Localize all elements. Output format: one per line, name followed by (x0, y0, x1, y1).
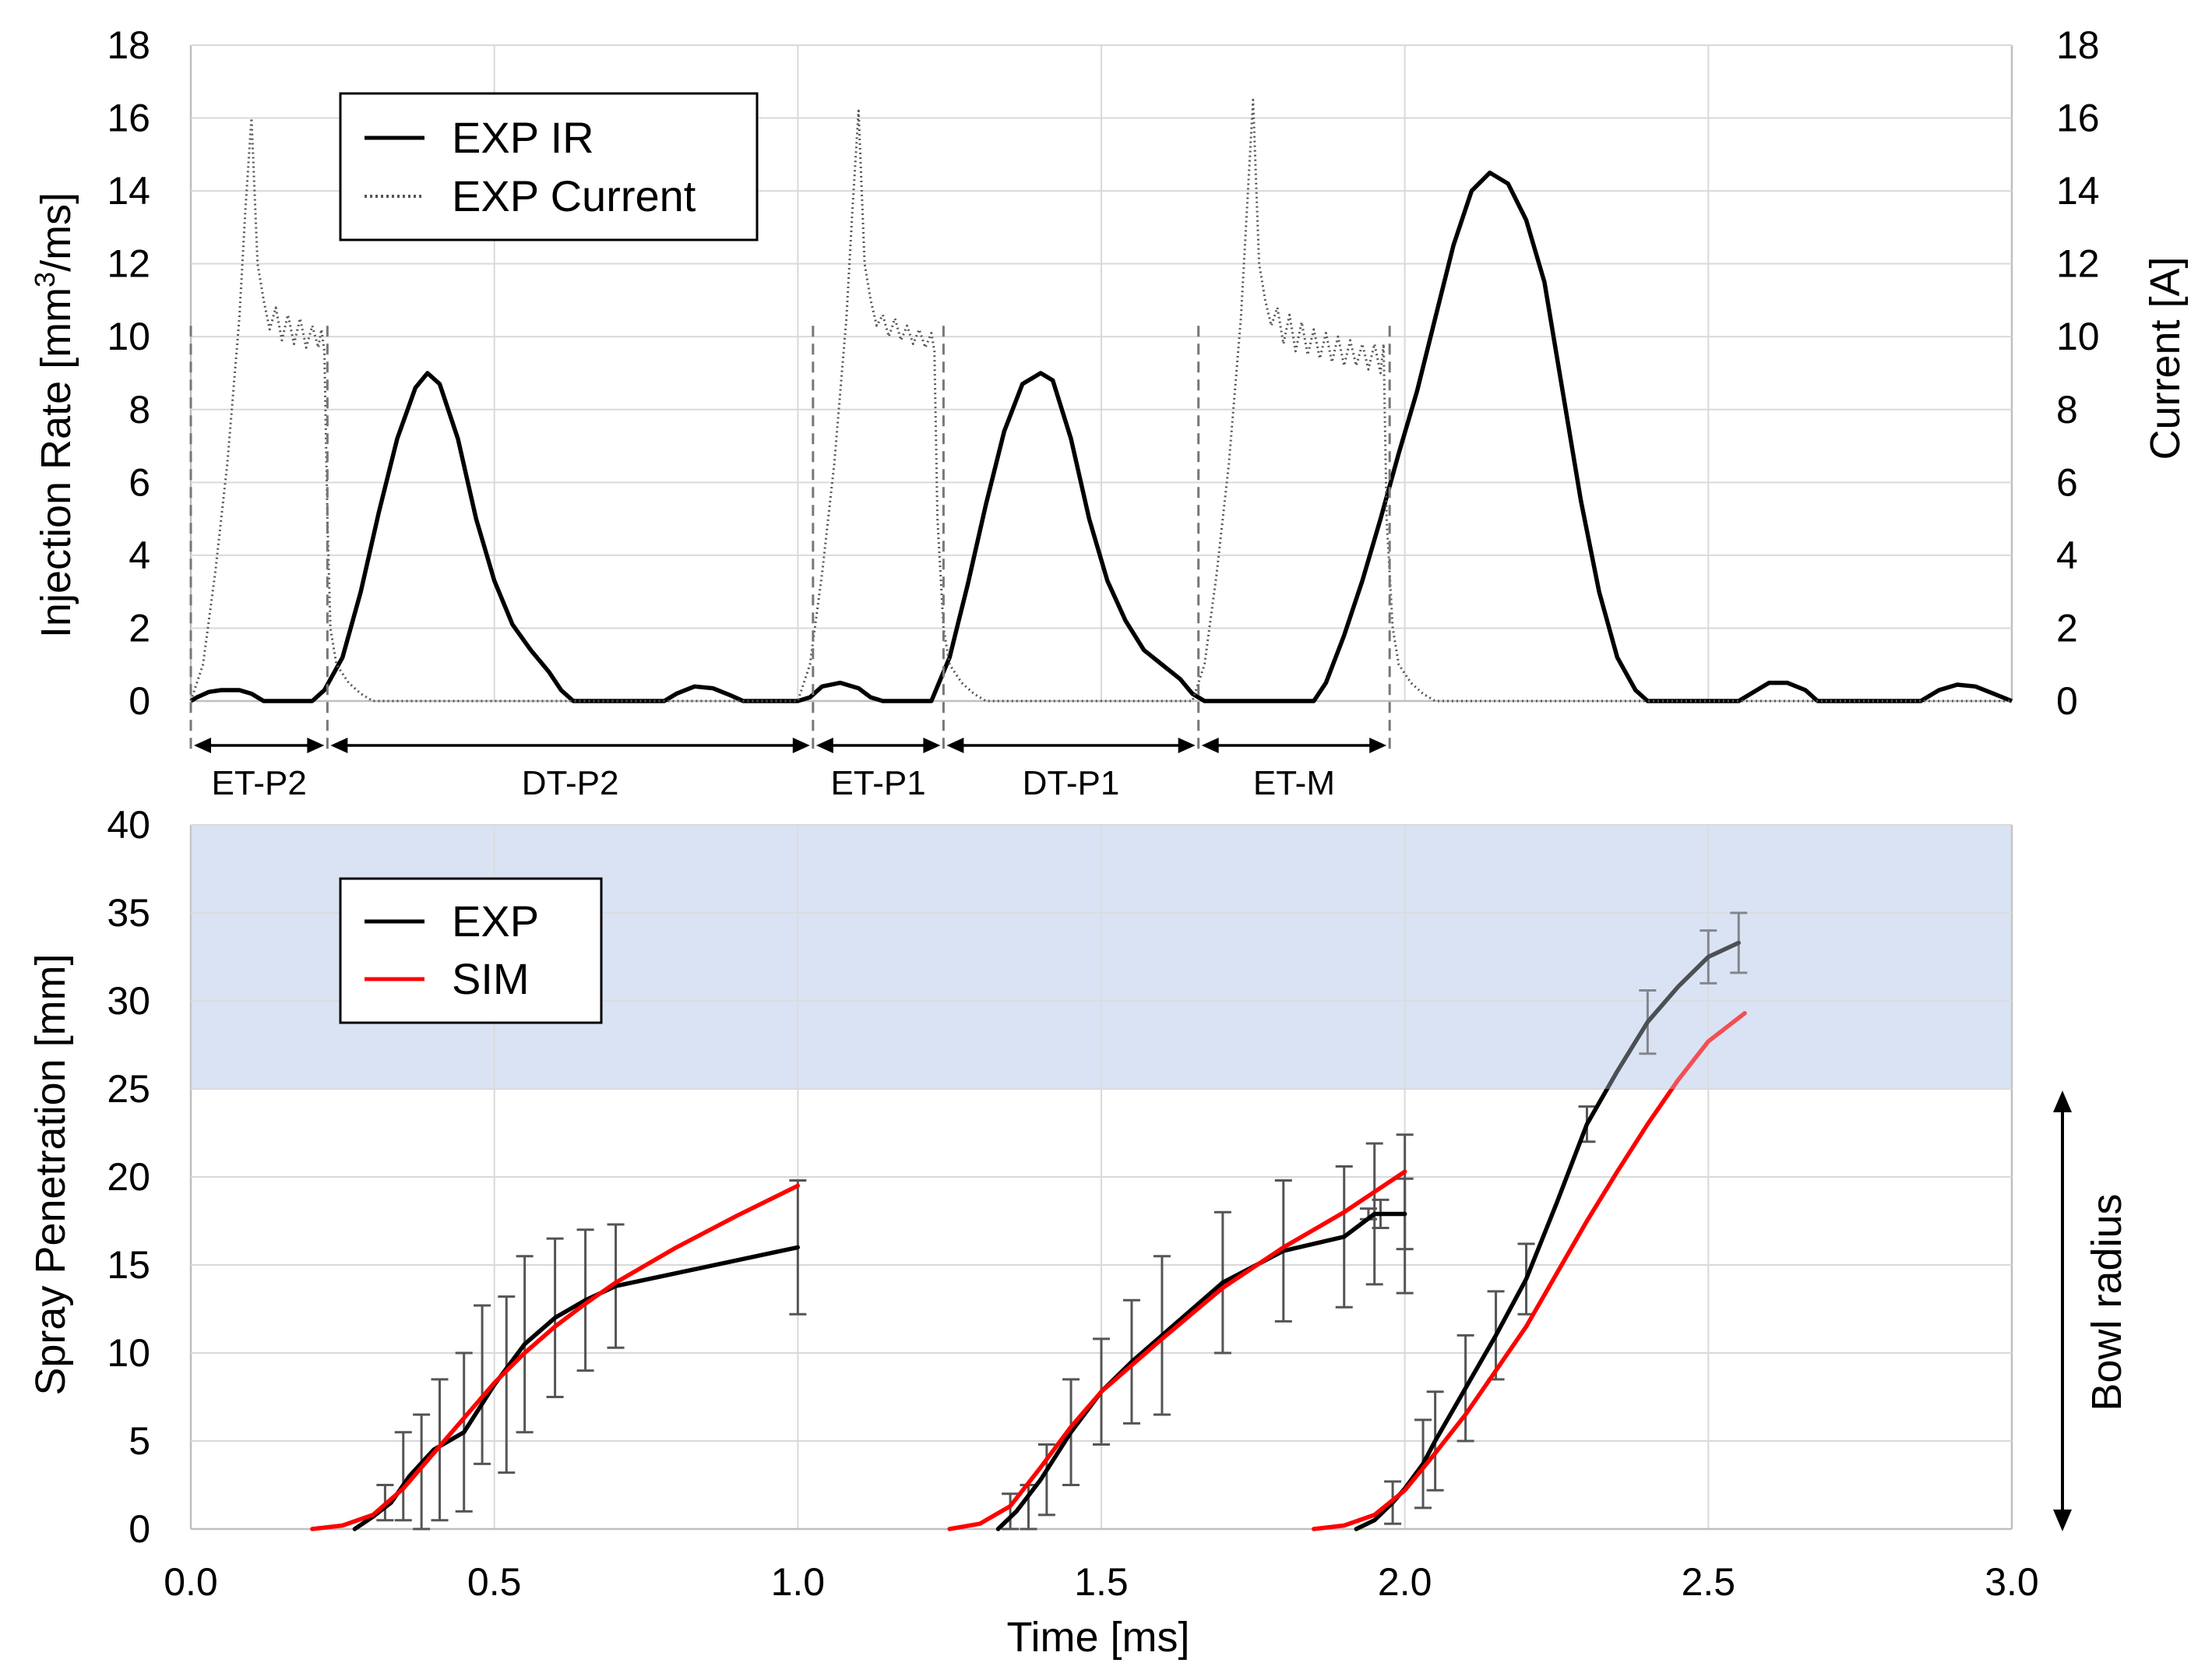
sim-penetration-line (1312, 1011, 1747, 1531)
bottom-x-tick-label: 1.5 (1074, 1560, 1129, 1604)
phase-arrowhead (923, 738, 941, 753)
top-y-tick-label: 10 (107, 315, 150, 358)
legend-exp-current-label: EXP Current (452, 171, 696, 220)
top-y-ticks: 0 2 4 6 8 10 12 14 16 18 (107, 23, 150, 723)
bottom-x-tick-label: 3.0 (1985, 1560, 2039, 1604)
top-y-tick-label: 12 (107, 242, 150, 286)
top-y2-tick-label: 14 (2056, 169, 2100, 213)
phase-arrowhead (1201, 738, 1219, 753)
bottom-x-tick-label: 1.0 (771, 1560, 826, 1604)
top-y2-tick-label: 10 (2056, 315, 2100, 358)
top-y2-tick-label: 16 (2056, 97, 2100, 140)
sim-penetration-line (947, 1169, 1407, 1531)
top-y2-tick-label: 18 (2056, 23, 2100, 67)
phase-label: ET-P2 (212, 764, 307, 802)
bowl-radius-arrowhead-bottom (2053, 1510, 2072, 1531)
phase-arrowhead (1178, 738, 1196, 753)
bottom-y-tick-label: 30 (107, 979, 150, 1023)
phase-arrowhead (307, 738, 325, 753)
bowl-radius-indicator: Bowl radius (2053, 1090, 2130, 1531)
top-y-tick-label: 6 (129, 460, 150, 504)
bottom-legend: EXP SIM (339, 877, 603, 1024)
injection-rate-panel: 0 2 4 6 8 10 12 14 16 18 0 2 4 6 8 10 12 14 16 18 Injectio… (29, 23, 2189, 802)
top-y2-ticks: 0 2 4 6 8 10 12 14 16 18 (2056, 23, 2100, 723)
phase-markers (189, 326, 1391, 753)
bottom-y-tick-label: 20 (107, 1155, 150, 1199)
top-y2-tick-label: 12 (2056, 242, 2100, 286)
legend-sim-label: SIM (452, 954, 530, 1003)
top-series (189, 98, 2013, 703)
bowl-radius-label: Bowl radius (2083, 1193, 2130, 1411)
phase-labels: ET-P2 DT-P2 ET-P1 DT-P1 ET-M (212, 764, 1335, 802)
bottom-y-tick-label: 35 (107, 891, 150, 935)
bottom-y-tick-label: 5 (129, 1419, 150, 1463)
bottom-y-tick-label: 15 (107, 1243, 150, 1287)
phase-arrowhead (946, 738, 964, 753)
bottom-y-tick-label: 0 (129, 1507, 150, 1551)
bottom-y-tick-label: 25 (107, 1067, 150, 1111)
top-y-tick-label: 14 (107, 169, 150, 213)
exp-ir-line (189, 170, 2013, 703)
phase-label: ET-M (1253, 764, 1335, 802)
legend-exp-ir-label: EXP IR (452, 113, 594, 162)
top-y2-tick-label: 8 (2056, 388, 2078, 432)
exp-penetration-line (995, 1211, 1407, 1531)
phase-arrowhead (1369, 738, 1387, 753)
phase-arrowhead (792, 738, 810, 753)
top-y-tick-label: 4 (129, 534, 150, 577)
bottom-y-ticks: 0 5 10 15 20 25 30 35 40 (107, 803, 150, 1551)
top-y-tick-label: 0 (129, 679, 150, 723)
bottom-x-ticks: 0.0 0.5 1.0 1.5 2.0 2.5 3.0 (164, 1560, 2039, 1604)
phase-label: ET-P1 (830, 764, 925, 802)
current-axis-title: Current [A] (2142, 256, 2189, 460)
spray-penetration-panel: 0 5 10 15 20 25 30 35 40 0.0 0.5 1.0 1.5 2.0 2.5 3.0 S… (27, 803, 2130, 1661)
phase-arrowhead (330, 738, 348, 753)
phase-arrowhead (194, 738, 211, 753)
bottom-x-tick-label: 0.0 (164, 1560, 218, 1604)
top-grid (189, 44, 2013, 703)
bottom-y-tick-label: 10 (107, 1331, 150, 1375)
phase-label: DT-P1 (1023, 764, 1120, 802)
top-y2-tick-label: 0 (2056, 679, 2078, 723)
top-legend: EXP IR EXP Current (339, 92, 759, 241)
bottom-x-tick-label: 2.5 (1682, 1560, 1736, 1604)
top-y2-tick-label: 4 (2056, 534, 2078, 577)
top-y2-tick-label: 2 (2056, 606, 2078, 650)
bowl-radius-arrowhead-top (2053, 1090, 2072, 1112)
sim-penetration-line (310, 1183, 801, 1531)
spray-penetration-axis-title: Spray Penetration [mm] (27, 953, 74, 1395)
top-y-tick-label: 18 (107, 23, 150, 67)
bottom-x-tick-label: 0.5 (467, 1560, 522, 1604)
top-y-tick-label: 8 (129, 388, 150, 432)
time-axis-title: Time [ms] (1007, 1614, 1190, 1661)
injection-rate-axis-title: Injection Rate [mm3/ms] (29, 192, 79, 638)
top-y-tick-label: 16 (107, 97, 150, 140)
bottom-y-tick-label: 40 (107, 803, 150, 847)
phase-arrowhead (815, 738, 833, 753)
phase-label: DT-P2 (522, 764, 619, 802)
top-y2-tick-label: 6 (2056, 460, 2078, 504)
top-y-tick-label: 2 (129, 606, 150, 650)
legend-exp-label: EXP (452, 897, 539, 946)
bottom-x-tick-label: 2.0 (1378, 1560, 1432, 1604)
